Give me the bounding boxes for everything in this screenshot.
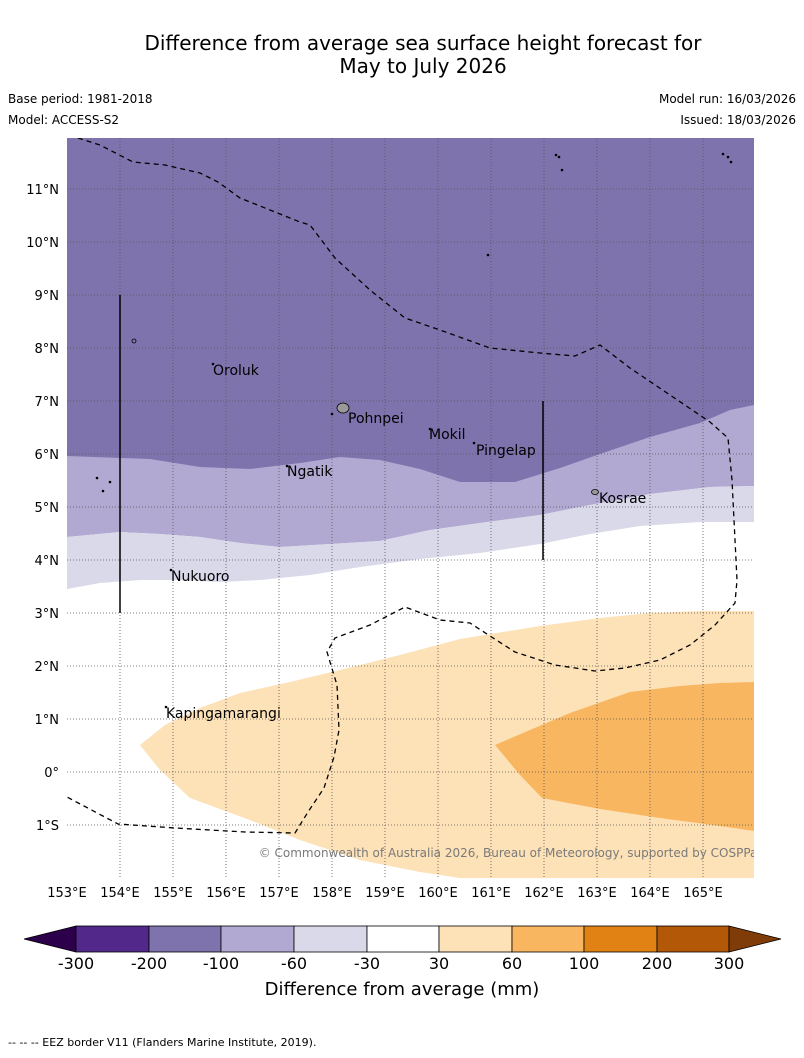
eez-border [67,138,738,834]
islands [95,152,733,709]
title-line-2: May to July 2026 [339,54,507,78]
model-name: Model: ACCESS-S2 [8,113,120,127]
map-title: Difference from average sea surface heig… [0,32,804,78]
copyright-notice: © Commonwealth of Australia 2026, Bureau… [259,846,764,860]
lon-label: 155°E [153,886,193,901]
colorbar-tick: -60 [281,954,307,973]
lon-label: 165°E [683,886,723,901]
lat-label: 1°N [35,713,60,728]
place-label-kosrae: Kosrae [599,491,646,507]
lon-label: 158°E [312,886,352,901]
gridlines [67,138,754,878]
colorbar-segment [438,925,513,953]
place-labels: Oroluk Pohnpei Mokil Pingelap Ngatik Kos… [166,363,646,722]
lon-label: 162°E [524,886,564,901]
pohnpei-island [336,402,350,414]
island-oroluk-reef [131,338,137,344]
lat-label: 5°N [35,501,60,516]
lat-label: 2°N [35,660,60,675]
title-line-1: Difference from average sea surface heig… [144,31,702,55]
place-label-oroluk: Oroluk [213,363,260,379]
colorbar-under-arrow [23,925,77,953]
lon-label: 160°E [418,886,458,901]
model-run-date: Model run: 16/03/2026 [658,92,796,106]
lon-label: 159°E [365,886,405,901]
colorbar-tick: -300 [58,954,94,973]
colorbar-tick: 60 [502,954,522,973]
colorbar-tick: 300 [714,954,745,973]
lat-label: 6°N [35,448,60,463]
colorbar-segment [656,925,730,953]
place-label-nukuoro: Nukuoro [171,569,229,585]
lat-label: 8°N [35,342,60,357]
colorbar: -300 -200 -100 -60 -30 30 60 100 200 300… [23,925,782,1000]
lon-label: 154°E [100,886,140,901]
lon-label: 157°E [259,886,299,901]
colorbar-tick: 200 [642,954,673,973]
colorbar-tick-labels: -300 -200 -100 -60 -30 30 60 100 200 300 [58,954,744,973]
lon-label: 164°E [630,886,670,901]
lat-label: 4°N [35,554,60,569]
colorbar-segment [293,925,368,953]
colorbar-tick: 100 [569,954,600,973]
colorbar-label: Difference from average (mm) [265,979,540,1000]
map-plot-area: Oroluk Pohnpei Mokil Pingelap Ngatik Kos… [67,138,764,878]
lat-label: 7°N [35,395,60,410]
colorbar-segment [511,925,585,953]
colorbar-tick: -200 [131,954,167,973]
kosrae-island [591,489,599,495]
place-label-pingelap: Pingelap [476,443,536,459]
place-label-pohnpei: Pohnpei [348,411,404,427]
eez-footnote: -- -- -- EEZ border V11 (Flanders Marine… [8,1036,317,1049]
colorbar-segment [220,925,295,953]
colorbar-tick: 30 [429,954,449,973]
lat-label: 3°N [35,607,60,622]
anomaly-band-30-to-60 [140,611,754,878]
lon-label: 161°E [471,886,511,901]
issued-date: Issued: 18/03/2026 [680,113,796,127]
lon-label: 163°E [577,886,617,901]
anomaly-band-minus200-to-minus100 [67,138,754,482]
colorbar-segment [148,925,222,953]
lon-label: 153°E [47,886,87,901]
colorbar-tick: -30 [354,954,380,973]
place-label-mokil: Mokil [429,427,466,443]
base-period: Base period: 1981-2018 [8,92,153,106]
lat-label: 10°N [26,236,59,251]
lat-label: 9°N [35,289,60,304]
lat-label: 0° [44,766,59,781]
lon-label: 156°E [206,886,246,901]
colorbar-tick: -100 [203,954,239,973]
anomaly-band-minus60-to-minus30 [67,486,754,589]
colorbar-segment [583,925,658,953]
lat-label: 1°S [36,819,59,834]
place-label-ngatik: Ngatik [287,464,333,480]
latitude-labels: 11°N 10°N 9°N 8°N 7°N 6°N 5°N 4°N 3°N 2°… [26,183,59,834]
place-label-kapingamarangi: Kapingamarangi [166,706,281,722]
lat-label: 11°N [26,183,59,198]
colorbar-segment [366,925,440,953]
colorbar-segment [75,925,150,953]
longitude-labels: 153°E 154°E 155°E 156°E 157°E 158°E 159°… [47,886,723,901]
colorbar-over-arrow [728,925,782,953]
